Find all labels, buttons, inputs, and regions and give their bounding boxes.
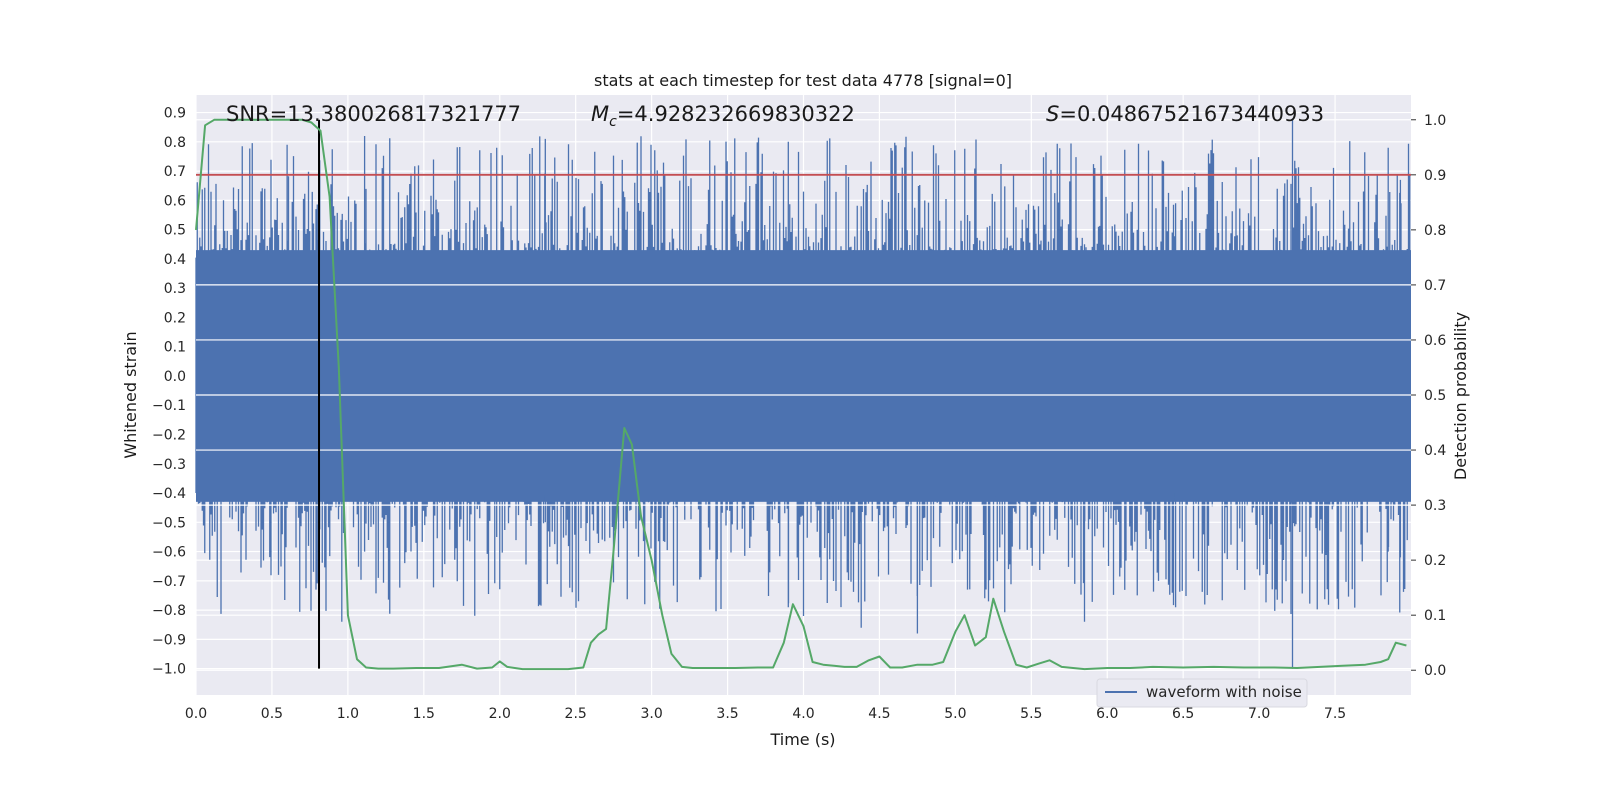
y-tick-label: −0.3 [152,457,186,473]
waveform-spikes [195,118,1411,669]
x-axis-label: Time (s) [769,730,835,749]
y2-tick-label: 0.6 [1424,333,1446,349]
y-tick-label: −0.8 [152,603,186,619]
y-tick-label: −0.5 [152,515,186,531]
legend-entry-waveform: waveform with noise [1146,683,1302,701]
x-tick-label: 5.5 [1020,706,1042,722]
y-tick-label: 0.2 [164,310,186,326]
x-tick-label: 7.5 [1324,706,1346,722]
y-tick-label: −0.4 [152,486,186,502]
y-tick-label: 0.0 [164,369,186,385]
x-tick-label: 3.5 [716,706,738,722]
y2-tick-label: 1.0 [1424,113,1446,129]
x-tick-label: 7.0 [1248,706,1270,722]
y2-axis-ticks: 1.0 0.9 0.8 0.7 0.6 0.5 0.4 0.3 0.2 0.1 0.0 [1411,113,1446,679]
s-annotation: S=0.04867521673440933 [1046,102,1324,126]
y-tick-label: −0.1 [152,398,186,414]
y-tick-label: −0.9 [152,632,186,648]
x-tick-label: 5.0 [944,706,966,722]
y-tick-label: −1.0 [152,662,186,678]
x-tick-label: 2.5 [565,706,587,722]
probability-line [195,118,1407,671]
y-tick-label: 0.8 [164,135,186,151]
x-tick-label: 2.0 [489,706,511,722]
x-tick-label: 6.5 [1172,706,1194,722]
y-tick-label: 0.7 [164,164,186,180]
overlay-lines [195,118,1411,671]
y2-tick-label: 0.2 [1424,553,1446,569]
chart-title: stats at each timestep for test data 477… [594,71,1012,90]
x-tick-label: 1.5 [413,706,435,722]
x-tick-label: 0.5 [261,706,283,722]
y2-tick-label: 0.0 [1424,663,1446,679]
legend: waveform with noise [1096,678,1308,708]
snr-annotation: SNR=13.380026817321777 [226,102,521,126]
x-tick-label: 4.5 [868,706,890,722]
x-tick-label: 4.0 [792,706,814,722]
x-tick-label: 6.0 [1096,706,1118,722]
y2-axis-label: Detection probability [1451,312,1470,480]
x-tick-label: 0.0 [185,706,207,722]
x-axis-ticks: 0.0 0.5 1.0 1.5 2.0 2.5 3.0 3.5 4.0 4.5 5.0 5.5 6.0 6… [185,706,1346,722]
y-tick-label: 0.1 [164,340,186,356]
y-tick-label: −0.7 [152,574,186,590]
y2-tick-label: 0.3 [1424,498,1446,514]
y-tick-label: 0.5 [164,223,186,239]
y2-tick-label: 0.7 [1424,278,1446,294]
y-axis-ticks: 0.9 0.8 0.7 0.6 0.5 0.4 0.3 0.2 0.1 0.0 −0.1 −0.2 −0… [152,106,186,678]
y-tick-label: 0.3 [164,281,186,297]
y-tick-label: −0.2 [152,428,186,444]
y2-tick-label: 0.8 [1424,223,1446,239]
y2-tick-label: 0.4 [1424,443,1446,459]
x-tick-label: 1.0 [337,706,359,722]
y2-tick-label: 0.9 [1424,168,1446,184]
legend-box [1096,678,1308,708]
waveform-series [195,118,1411,669]
y-tick-label: 0.4 [164,252,186,268]
y-axis-label: Whitened strain [121,331,140,458]
y2-tick-label: 0.5 [1424,388,1446,404]
y-tick-label: 0.9 [164,106,186,122]
y2-tick-label: 0.1 [1424,608,1446,624]
x-tick-label: 3.0 [640,706,662,722]
y-tick-label: 0.6 [164,193,186,209]
chirp-mass-annotation: Mc=4.928232669830322 [591,102,855,130]
y-tick-label: −0.6 [152,545,186,561]
